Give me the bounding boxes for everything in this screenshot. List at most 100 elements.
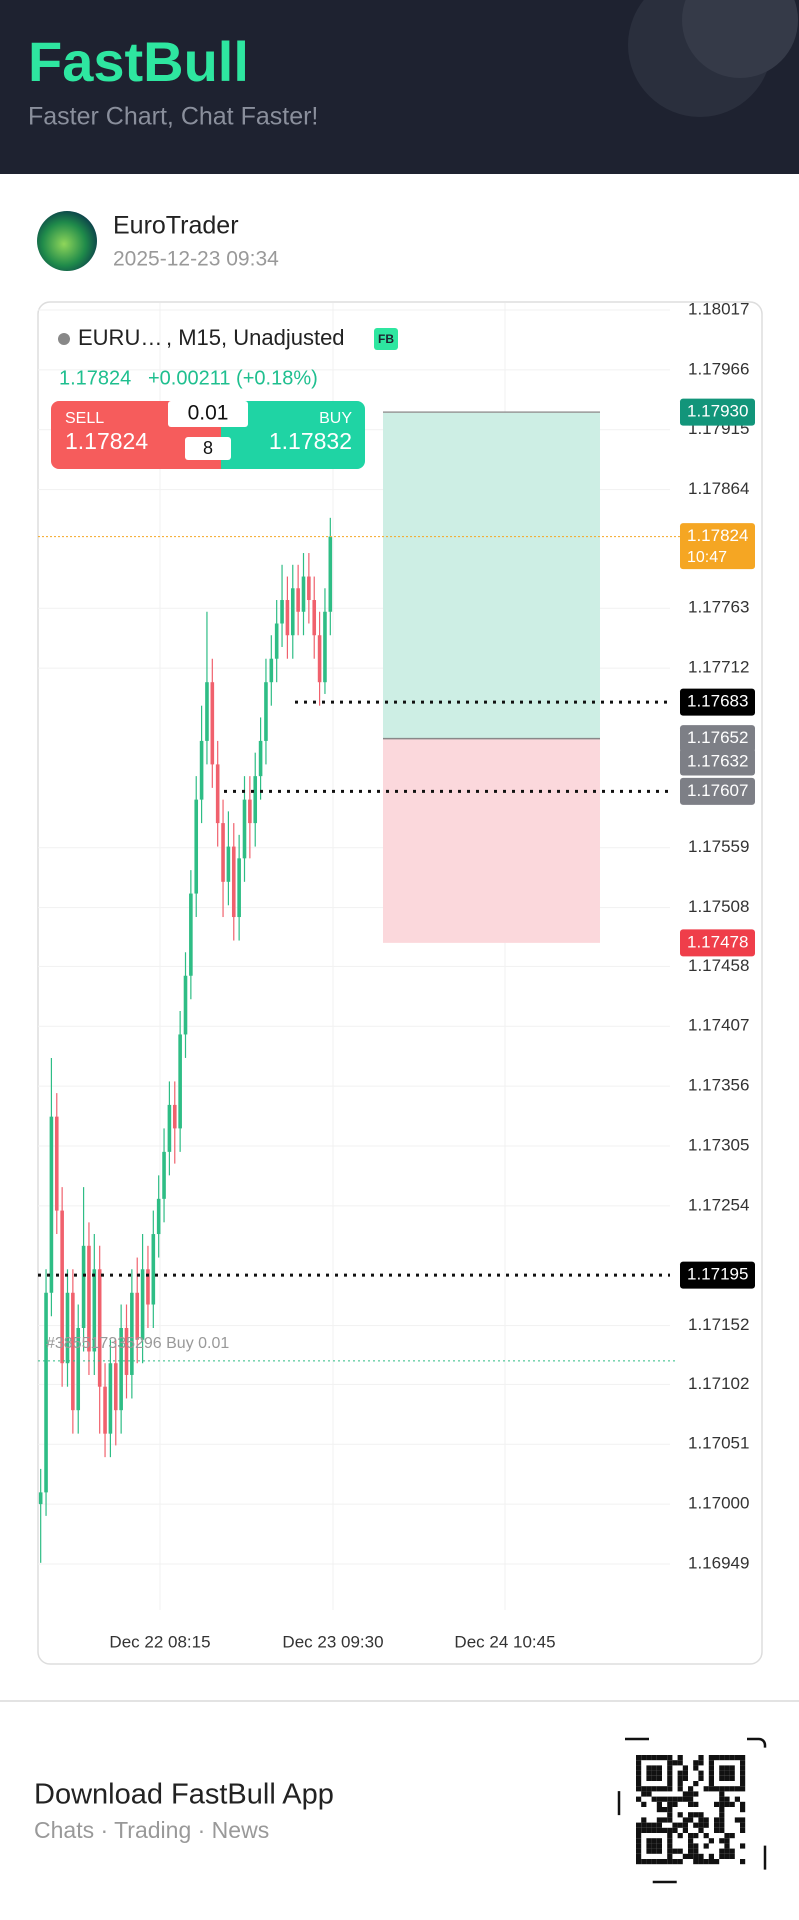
qr-module bbox=[693, 1848, 699, 1854]
qr-module bbox=[698, 1755, 704, 1761]
qr-module bbox=[651, 1848, 657, 1854]
qr-module bbox=[714, 1817, 720, 1823]
qr-module bbox=[646, 1859, 652, 1865]
qr-module bbox=[693, 1833, 699, 1839]
qr-module bbox=[693, 1801, 699, 1807]
qr-module bbox=[641, 1801, 647, 1807]
qr-module bbox=[688, 1812, 694, 1818]
candle-body bbox=[199, 740, 204, 800]
qr-module bbox=[646, 1765, 652, 1771]
qr-module bbox=[677, 1770, 683, 1776]
candle-body bbox=[87, 1245, 91, 1352]
qr-module bbox=[651, 1796, 657, 1802]
candle-body bbox=[108, 1363, 113, 1434]
qr-module bbox=[688, 1796, 694, 1802]
qr-module bbox=[646, 1848, 652, 1854]
qr-module bbox=[636, 1775, 642, 1781]
qr-module bbox=[656, 1817, 662, 1823]
qr-module bbox=[688, 1817, 694, 1823]
qr-module bbox=[698, 1812, 704, 1818]
qr-module bbox=[641, 1786, 647, 1792]
qr-module bbox=[688, 1791, 694, 1797]
qr-module bbox=[708, 1838, 714, 1844]
qr-module bbox=[719, 1817, 725, 1823]
qr-module bbox=[662, 1827, 668, 1833]
price-tag bbox=[680, 929, 755, 957]
qr-module bbox=[662, 1807, 668, 1813]
qr-module bbox=[708, 1760, 714, 1766]
y-tick-label: 1.17152 bbox=[688, 1315, 749, 1334]
qr-module bbox=[646, 1827, 652, 1833]
candle-body bbox=[205, 682, 209, 741]
order-label: #385517335296 Buy 0.01 bbox=[46, 1335, 229, 1352]
qr-module bbox=[667, 1859, 673, 1865]
qr-module bbox=[693, 1853, 699, 1859]
qr-module bbox=[688, 1848, 694, 1854]
qr-module bbox=[719, 1827, 725, 1833]
candle-body bbox=[178, 1034, 182, 1129]
qr-module bbox=[641, 1822, 647, 1828]
y-tick-label: 1.17508 bbox=[688, 897, 749, 916]
qr-module bbox=[740, 1770, 746, 1776]
y-tick-label: 1.17356 bbox=[688, 1076, 749, 1095]
qr-module bbox=[740, 1801, 746, 1807]
qr-module bbox=[677, 1833, 683, 1839]
candle-body bbox=[296, 588, 300, 612]
qr-module bbox=[662, 1796, 668, 1802]
y-tick-label: 1.18017 bbox=[688, 299, 749, 318]
candle-body bbox=[167, 1104, 172, 1152]
candle-body bbox=[317, 635, 322, 683]
price-tag-label: 1.17632 bbox=[687, 752, 748, 771]
lot: 0.01 bbox=[188, 402, 229, 425]
qr-module bbox=[688, 1786, 694, 1792]
qr-module bbox=[734, 1786, 740, 1792]
qr-module bbox=[662, 1817, 668, 1823]
qr-module bbox=[682, 1765, 688, 1771]
lot-box bbox=[168, 401, 248, 427]
qr-module bbox=[708, 1765, 714, 1771]
candle-body bbox=[97, 1269, 102, 1387]
candle-body bbox=[264, 682, 268, 741]
qr-module bbox=[698, 1770, 704, 1776]
qr-code[interactable] bbox=[617, 1737, 767, 1884]
qr-module bbox=[667, 1817, 673, 1823]
candle-body bbox=[162, 1151, 166, 1199]
candle-body bbox=[119, 1327, 123, 1411]
buy-label: BUY bbox=[319, 410, 352, 427]
qr-module bbox=[734, 1817, 740, 1823]
qr-module bbox=[729, 1770, 735, 1776]
qr-module bbox=[740, 1775, 746, 1781]
qr-module bbox=[708, 1770, 714, 1776]
qr-module bbox=[667, 1807, 673, 1813]
qr-module bbox=[636, 1827, 642, 1833]
qr-module bbox=[677, 1859, 683, 1865]
price-tag-label: 1.17652 bbox=[687, 728, 748, 747]
qr-module bbox=[656, 1775, 662, 1781]
qr-module bbox=[724, 1770, 730, 1776]
qr-module bbox=[703, 1817, 709, 1823]
qr-module bbox=[729, 1853, 735, 1859]
candle-body bbox=[323, 611, 327, 683]
qr-module bbox=[714, 1786, 720, 1792]
candle-body bbox=[38, 1492, 43, 1505]
x-tick-label: Dec 23 09:30 bbox=[282, 1632, 383, 1651]
qr-module bbox=[729, 1801, 735, 1807]
candle-body bbox=[312, 600, 317, 636]
qr-module bbox=[667, 1827, 673, 1833]
qr-module bbox=[677, 1755, 683, 1761]
qr-module bbox=[636, 1859, 642, 1865]
candle-body bbox=[210, 682, 215, 765]
qr-module bbox=[667, 1755, 673, 1761]
avatar[interactable] bbox=[37, 211, 97, 271]
qr-module bbox=[646, 1822, 652, 1828]
user-name[interactable]: EuroTrader bbox=[113, 212, 239, 240]
qr-module bbox=[651, 1765, 657, 1771]
candle-body bbox=[248, 799, 252, 824]
qr-module bbox=[656, 1796, 662, 1802]
qr-module bbox=[672, 1822, 678, 1828]
qr-module bbox=[667, 1833, 673, 1839]
chart: Dec 22 08:15 Dec 23 09:30 Dec 24 10:45 1.18… bbox=[38, 299, 755, 1651]
qr-module bbox=[708, 1775, 714, 1781]
